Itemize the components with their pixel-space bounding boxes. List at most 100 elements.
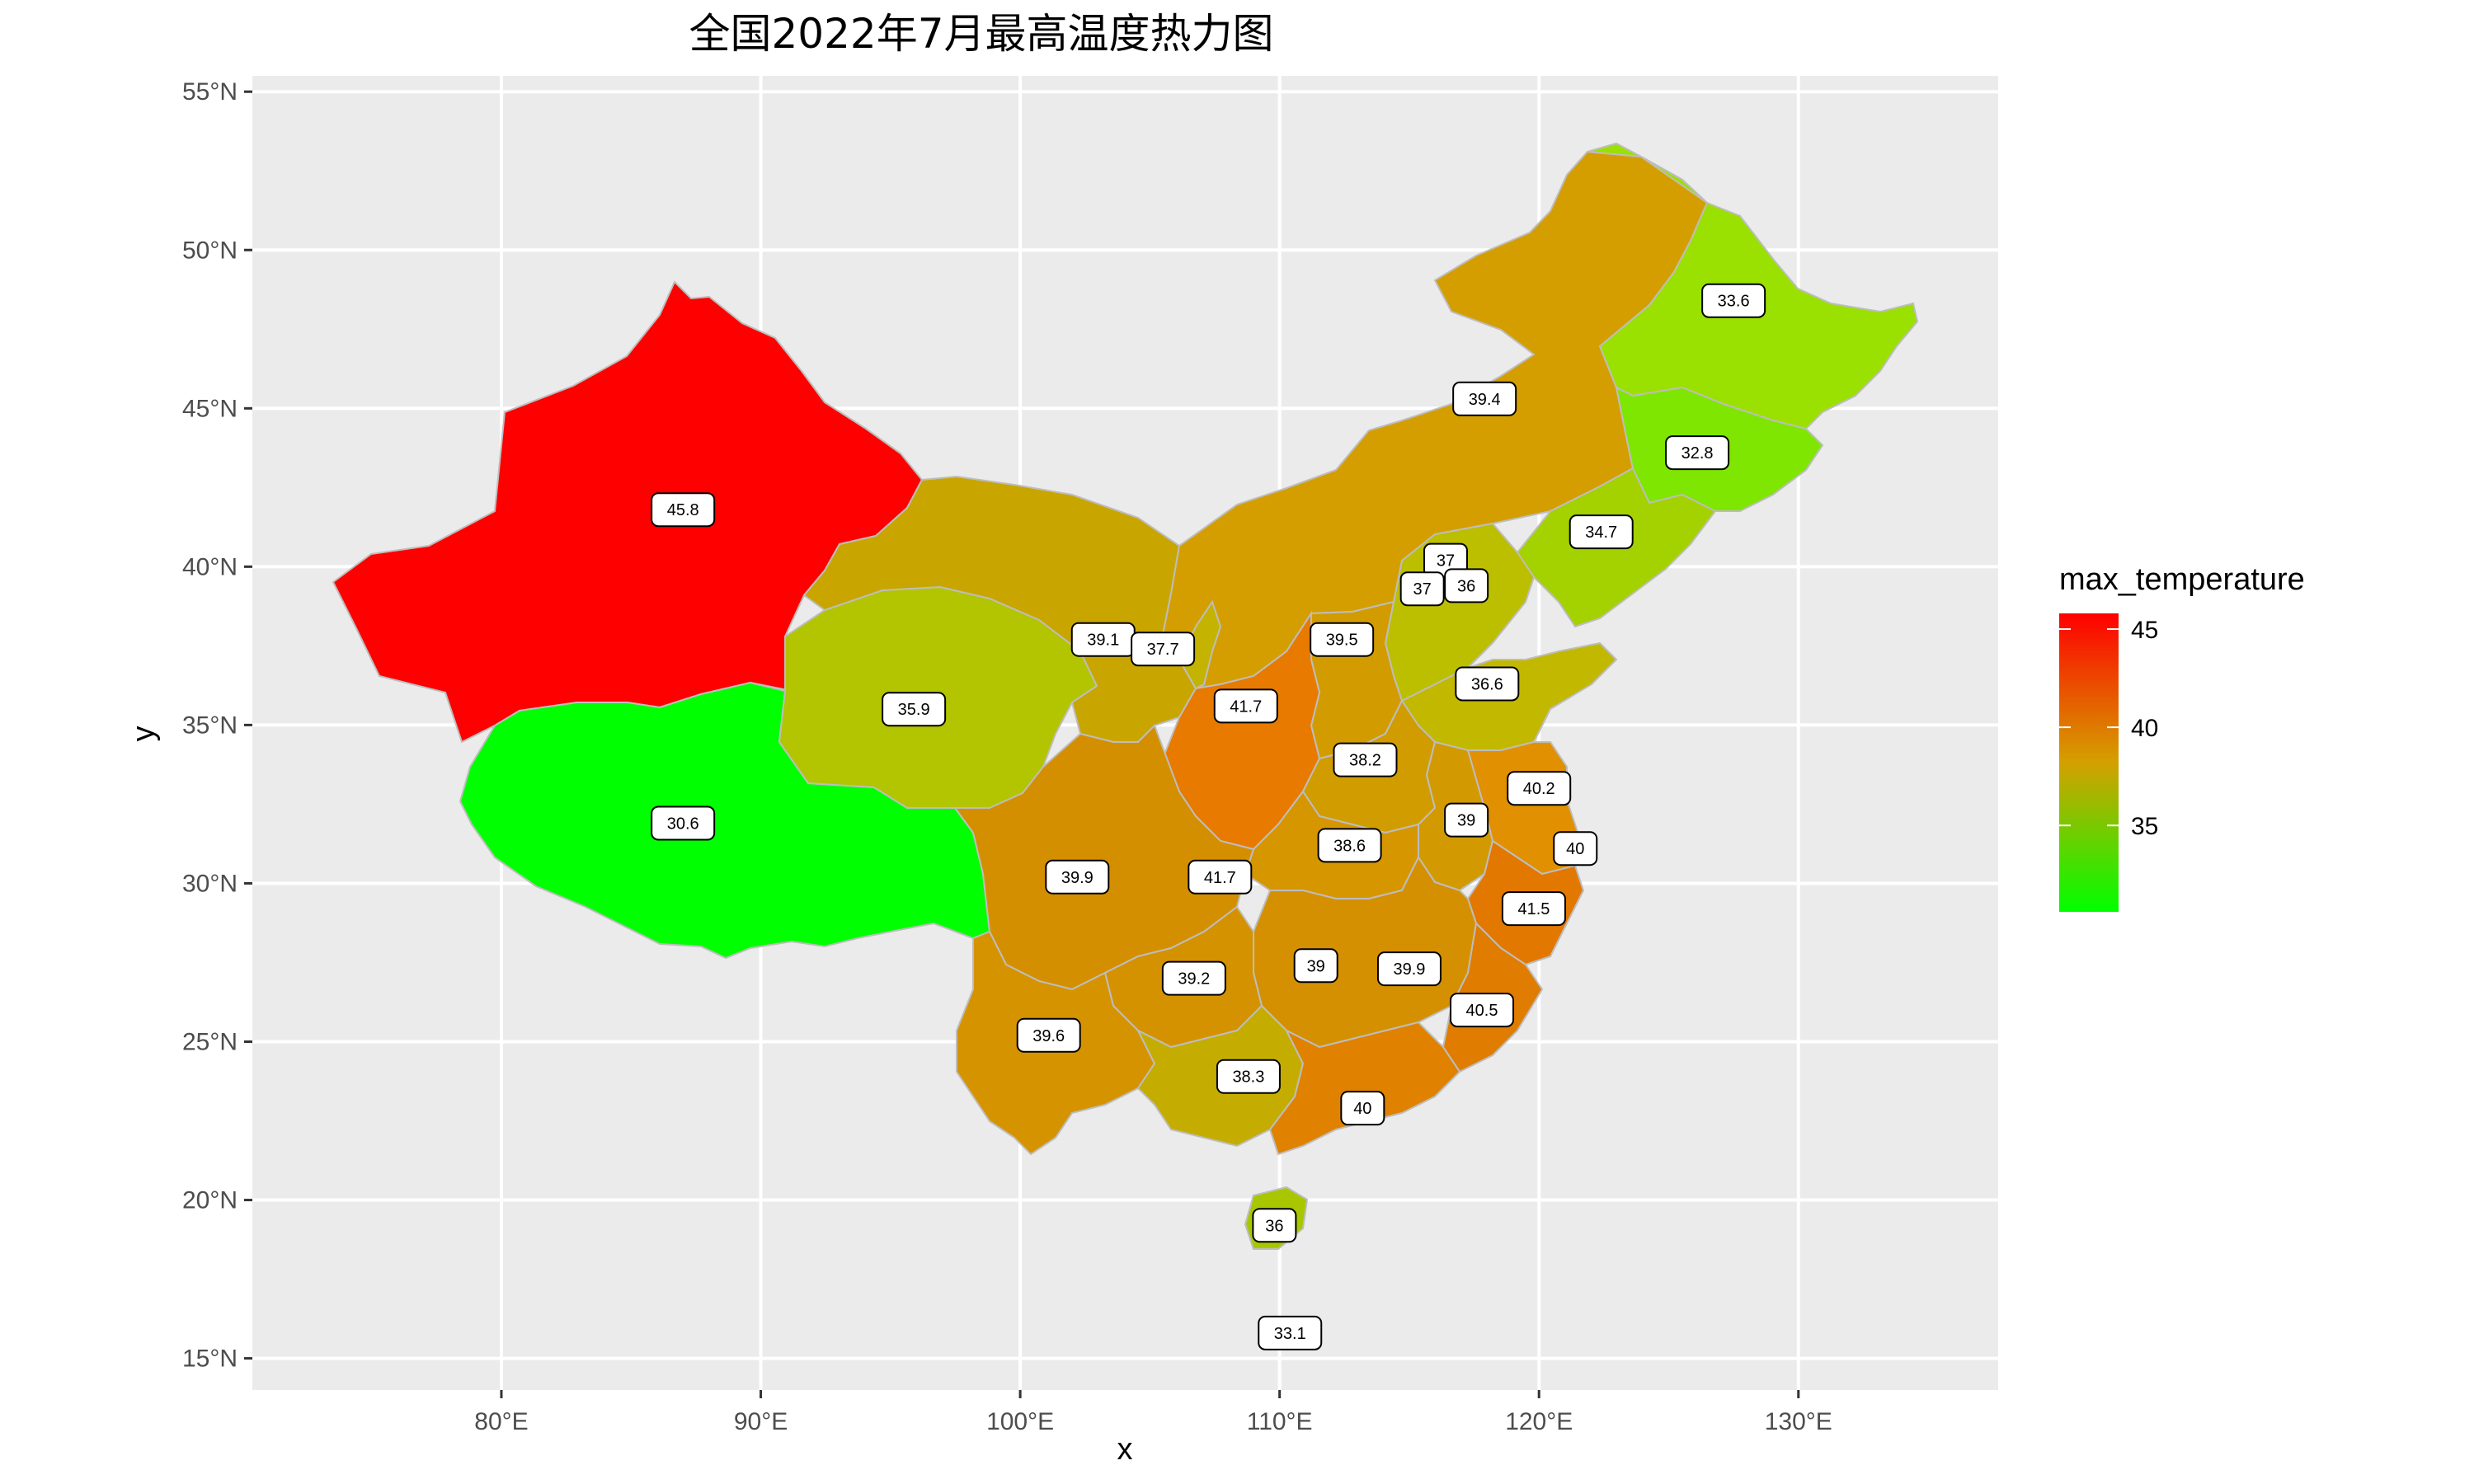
x-tick-label: 120°E xyxy=(1505,1408,1573,1435)
value-label-box xyxy=(1376,951,1442,987)
y-axis-title: y xyxy=(126,726,161,742)
value-label-text: 41.7 xyxy=(1204,869,1236,887)
region-value-label: 39.9 xyxy=(1376,951,1442,987)
value-label-box xyxy=(1553,831,1598,866)
value-label-text: 36 xyxy=(1457,577,1475,595)
value-label-box xyxy=(1569,514,1634,550)
value-label-box xyxy=(1310,622,1375,657)
region-value-label: 39.4 xyxy=(1452,381,1517,416)
value-label-box xyxy=(1444,568,1489,603)
region-value-label: 37 xyxy=(1399,571,1445,607)
value-label-text: 30.6 xyxy=(667,815,699,833)
value-label-text: 39.5 xyxy=(1326,632,1358,650)
region-value-label: 40 xyxy=(1340,1091,1385,1126)
region-value-label: 39.5 xyxy=(1310,622,1375,657)
value-label-text: 33.6 xyxy=(1718,293,1750,311)
value-label-text: 39.2 xyxy=(1178,970,1210,989)
region-value-label: 39.2 xyxy=(1161,960,1226,996)
region-value-label: 35.9 xyxy=(882,692,947,727)
value-label-text: 36 xyxy=(1265,1217,1283,1235)
value-label-text: 39 xyxy=(1307,957,1325,975)
value-label-text: 38.2 xyxy=(1349,752,1381,770)
value-label-text: 34.7 xyxy=(1585,524,1617,542)
value-label-box xyxy=(1258,1315,1323,1350)
legend-tick-label: 35 xyxy=(2131,813,2158,840)
region-value-label: 33.1 xyxy=(1258,1315,1323,1350)
value-label-text: 45.8 xyxy=(667,501,699,519)
value-label-text: 40.5 xyxy=(1466,1002,1498,1020)
legend-ticks: 45 40 35 xyxy=(2059,617,2158,840)
x-tick-label: 130°E xyxy=(1765,1408,1832,1435)
value-label-text: 39.9 xyxy=(1061,869,1094,887)
legend-title: max_temperature xyxy=(2059,562,2305,597)
chart-title: 全国2022年7月最高温度热力图 xyxy=(689,10,1273,58)
region-value-label: 36 xyxy=(1252,1208,1297,1243)
region-value-label: 39.9 xyxy=(1045,859,1110,895)
value-label-text: 39.1 xyxy=(1087,632,1119,650)
x-axis-title: x xyxy=(1117,1432,1133,1467)
value-label-text: 40.2 xyxy=(1523,780,1555,798)
value-label-text: 41.5 xyxy=(1517,900,1550,918)
legend-tick-label: 45 xyxy=(2131,617,2158,644)
region-value-label: 37.7 xyxy=(1131,632,1196,667)
value-label-box xyxy=(1213,688,1278,724)
legend-tick-label: 40 xyxy=(2131,715,2158,742)
legend-colorbar xyxy=(2059,613,2119,912)
value-label-box xyxy=(1452,381,1517,416)
value-label-box xyxy=(651,805,716,841)
value-label-box xyxy=(1450,993,1515,1028)
value-label-box xyxy=(1665,435,1730,471)
value-label-box xyxy=(1317,828,1382,863)
region-value-label: 32.8 xyxy=(1665,435,1730,471)
x-tick-label: 80°E xyxy=(474,1408,528,1435)
region-value-label: 36 xyxy=(1444,568,1489,603)
value-label-box xyxy=(1293,948,1338,984)
value-label-text: 35.9 xyxy=(898,701,930,719)
value-label-text: 37 xyxy=(1437,552,1455,571)
y-tick-label: 50°N xyxy=(182,237,238,264)
x-tick-label: 110°E xyxy=(1247,1408,1313,1435)
value-label-box xyxy=(1016,1017,1081,1053)
region-tibet xyxy=(459,681,991,960)
value-label-text: 39.9 xyxy=(1393,960,1425,979)
x-tick-label: 90°E xyxy=(734,1408,788,1435)
value-label-text: 32.8 xyxy=(1681,444,1714,463)
value-label-box xyxy=(1188,859,1253,895)
value-label-box xyxy=(1216,1059,1281,1094)
value-label-box xyxy=(1455,666,1520,702)
region-value-label: 38.2 xyxy=(1333,742,1398,777)
value-label-box xyxy=(1507,771,1572,806)
region-value-label: 39 xyxy=(1444,802,1489,838)
region-value-label: 45.8 xyxy=(651,492,716,528)
y-tick-label: 35°N xyxy=(182,711,238,739)
region-value-label: 40.5 xyxy=(1450,993,1515,1028)
region-value-label: 41.7 xyxy=(1188,859,1253,895)
value-label-text: 37.7 xyxy=(1147,641,1179,659)
y-tick-label: 20°N xyxy=(182,1187,238,1214)
value-label-box xyxy=(882,692,947,727)
y-tick-label: 25°N xyxy=(182,1028,238,1055)
region-value-label: 40 xyxy=(1553,831,1598,866)
region-value-label: 39 xyxy=(1293,948,1338,984)
value-label-box xyxy=(1399,571,1445,607)
value-label-text: 37 xyxy=(1413,580,1432,599)
legend: max_temperature 45 40 35 xyxy=(2059,562,2305,912)
value-label-box xyxy=(1340,1091,1385,1126)
region-value-label: 34.7 xyxy=(1569,514,1634,550)
region-value-label: 39.6 xyxy=(1016,1017,1081,1053)
value-label-box xyxy=(651,492,716,528)
y-tick-label: 55°N xyxy=(182,78,238,106)
value-label-text: 38.3 xyxy=(1232,1068,1264,1087)
value-label-text: 39.6 xyxy=(1032,1027,1065,1045)
value-label-box xyxy=(1045,859,1110,895)
value-label-text: 40 xyxy=(1353,1100,1371,1118)
region-value-label: 41.5 xyxy=(1501,891,1566,927)
value-labels: 45.8 30.6 35.9 39.9 39.6 39.1 37.7 39.4 41.7 41.7… xyxy=(651,283,1766,1350)
value-label-box xyxy=(1501,891,1566,927)
value-label-box xyxy=(1333,742,1398,777)
value-label-text: 38.6 xyxy=(1333,837,1366,855)
value-label-text: 33.1 xyxy=(1274,1325,1306,1343)
value-label-box xyxy=(1161,960,1226,996)
y-tick-label: 15°N xyxy=(182,1345,238,1373)
